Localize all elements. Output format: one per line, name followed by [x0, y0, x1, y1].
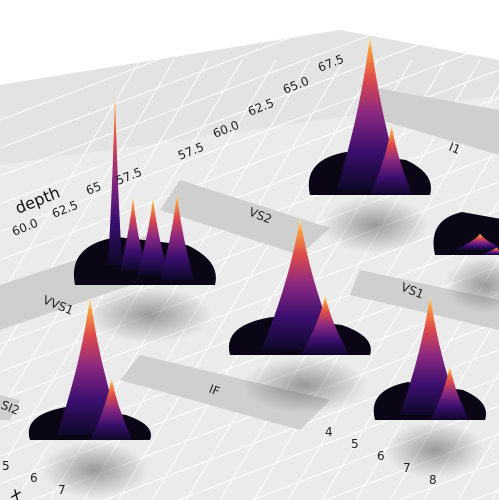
- grid-line: [117, 59, 379, 500]
- surface-shadow: [444, 257, 499, 313]
- density-surfaces: [28, 35, 499, 440]
- density-peak: [120, 196, 146, 270]
- grid-line: [0, 59, 141, 298]
- density-peak: [137, 198, 169, 275]
- density-peak: [300, 295, 350, 355]
- grid-line: [397, 461, 499, 500]
- density-peak: [455, 234, 499, 250]
- tick-label: 5: [2, 459, 10, 473]
- tick-label: 6: [30, 471, 38, 485]
- tick-label: 65: [84, 179, 103, 198]
- surface-shadow: [242, 357, 368, 413]
- grid-line: [423, 372, 499, 500]
- grid-line: [0, 13, 499, 205]
- facet-strip-label: SI2: [0, 398, 22, 418]
- tick-label: 4: [325, 425, 333, 439]
- density-peak: [430, 366, 470, 420]
- facet-strip: [160, 180, 330, 255]
- grid-line: [0, 41, 499, 233]
- plane-top-shade: [0, 30, 499, 165]
- density-peak: [108, 90, 122, 265]
- tick-label: 7: [58, 483, 66, 497]
- density-peak: [480, 247, 499, 255]
- tick-label: 7: [403, 461, 411, 475]
- density-peak: [90, 377, 133, 440]
- surface-shadow: [385, 422, 485, 478]
- facet-strip-label: IF: [207, 382, 222, 399]
- surface-shadow: [87, 287, 213, 343]
- facet-strip: [0, 395, 20, 420]
- facet-strip: [350, 270, 499, 330]
- surface-shadows: [41, 197, 499, 498]
- tick-label: 8: [429, 473, 437, 487]
- facet-strip-label: I1: [447, 140, 463, 157]
- density-peak: [370, 125, 413, 195]
- facet-strip: [120, 355, 330, 430]
- grid-line: [287, 141, 499, 500]
- tick-label: 5: [351, 437, 359, 451]
- surface-shadow: [41, 442, 149, 498]
- tick-label: 6: [377, 449, 385, 463]
- density-peak: [160, 193, 194, 280]
- facet-strip: [360, 85, 499, 155]
- grid-line: [0, 0, 391, 149]
- surface-shadow: [321, 197, 429, 253]
- grid-line: [0, 0, 464, 177]
- grid-line: [0, 0, 317, 121]
